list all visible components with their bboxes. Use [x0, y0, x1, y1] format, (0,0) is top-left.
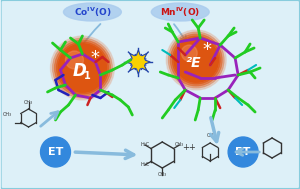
- Text: ²E: ²E: [185, 56, 201, 70]
- Text: CH₃: CH₃: [24, 100, 33, 105]
- Circle shape: [58, 44, 106, 92]
- Circle shape: [55, 40, 110, 96]
- Text: H₃C: H₃C: [140, 163, 150, 167]
- Circle shape: [181, 45, 197, 61]
- Ellipse shape: [151, 3, 209, 21]
- Circle shape: [58, 44, 106, 92]
- Text: ET: ET: [48, 147, 63, 157]
- Circle shape: [65, 51, 83, 69]
- Text: CH₃: CH₃: [158, 173, 167, 177]
- Text: *: *: [203, 41, 212, 59]
- Text: Co$^{\mathbf{IV}}$(O): Co$^{\mathbf{IV}}$(O): [74, 5, 111, 19]
- Text: D: D: [73, 62, 86, 80]
- Text: H₃C: H₃C: [140, 143, 150, 147]
- Circle shape: [52, 38, 112, 98]
- Ellipse shape: [64, 3, 122, 21]
- Circle shape: [174, 38, 218, 82]
- Circle shape: [172, 36, 220, 84]
- Circle shape: [40, 137, 70, 167]
- Circle shape: [50, 36, 114, 100]
- Text: *: *: [91, 49, 100, 67]
- Circle shape: [170, 34, 222, 86]
- Text: Mn$^{\mathbf{IV}}$(O): Mn$^{\mathbf{IV}}$(O): [160, 5, 200, 19]
- Text: 1: 1: [84, 71, 91, 81]
- Text: ++: ++: [182, 143, 196, 153]
- Circle shape: [168, 32, 224, 88]
- Polygon shape: [126, 50, 150, 74]
- Text: CH₃: CH₃: [175, 143, 184, 147]
- Circle shape: [228, 137, 258, 167]
- Text: ET: ET: [236, 147, 251, 157]
- Text: OH: OH: [206, 133, 214, 138]
- Circle shape: [132, 56, 144, 68]
- Text: CH₃: CH₃: [2, 112, 12, 116]
- Circle shape: [174, 38, 218, 82]
- Circle shape: [56, 42, 108, 94]
- Circle shape: [166, 30, 226, 90]
